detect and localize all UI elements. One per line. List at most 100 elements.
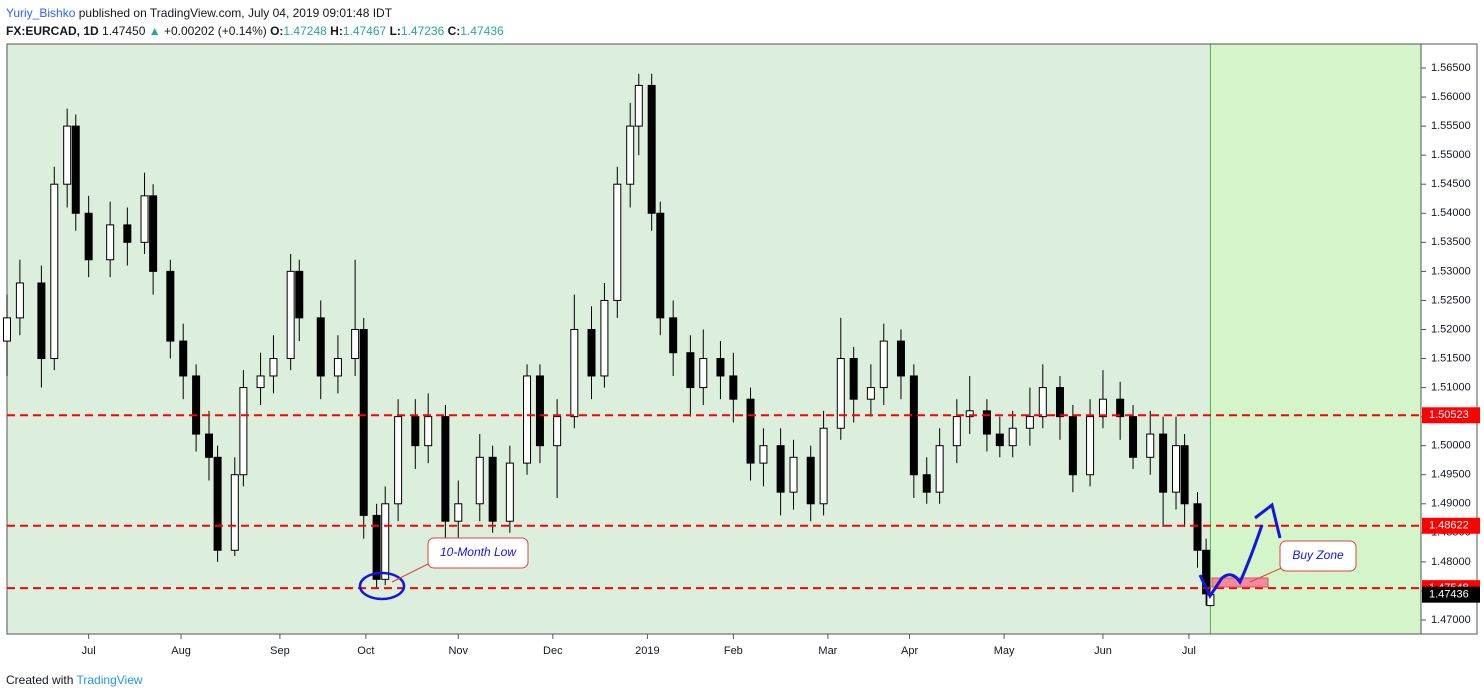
ohlc-label: L: [389, 24, 401, 38]
candle-body [1116, 398, 1125, 418]
candle-body [106, 224, 115, 261]
level-label: 1.50523 [1429, 409, 1469, 421]
candle-body [613, 183, 622, 301]
candle-body [1180, 445, 1189, 505]
annotation: 10-Month Low [440, 545, 517, 559]
y-tick-label: 1.53500 [1431, 236, 1471, 248]
x-tick-label: 2019 [635, 645, 659, 657]
y-tick-label: 1.56500 [1431, 62, 1471, 74]
candle-body [475, 456, 484, 505]
x-tick-label: Nov [448, 645, 468, 657]
y-tick-label: 1.55000 [1431, 149, 1471, 161]
y-tick-label: 1.49000 [1431, 498, 1471, 510]
header: Yuriy_Bishko published on TradingView.co… [6, 4, 504, 40]
callout-box [427, 537, 529, 569]
candle-body [71, 125, 80, 214]
candle-body [553, 416, 562, 447]
candle-body [488, 456, 497, 522]
candle-body [1159, 433, 1168, 493]
candle-body [647, 84, 656, 214]
x-tick-label: Dec [543, 645, 563, 657]
candle-body [952, 416, 961, 447]
candle-body [1025, 416, 1034, 429]
plot-background [7, 44, 1211, 634]
candle-body [634, 84, 643, 127]
candle-body [776, 445, 785, 493]
candle-body [1038, 387, 1047, 418]
candle-body [84, 212, 93, 261]
candle-body [381, 503, 390, 580]
candle-body [179, 340, 188, 377]
candle-body [15, 282, 24, 319]
y-tick-label: 1.50000 [1431, 440, 1471, 452]
candle-body [359, 328, 368, 516]
candle-body [570, 328, 579, 418]
candle-body [123, 224, 132, 243]
header-line: FX:EURCAD, 1D 1.47450 ▲ +0.00202 (+0.14%… [6, 22, 504, 40]
low-circle [358, 571, 406, 601]
x-tick-label: Apr [901, 645, 918, 657]
ohlc-value: 1.47436 [460, 24, 504, 38]
footer: Created with TradingView [6, 673, 143, 687]
candle-body [600, 299, 609, 377]
change: +0.00202 (+0.14%) [163, 24, 267, 38]
author[interactable]: Yuriy_Bishko [6, 6, 76, 20]
callout-pointer [391, 561, 433, 583]
y-tick-label: 1.54000 [1431, 207, 1471, 219]
candle-body [626, 125, 635, 185]
candle-body [295, 270, 304, 319]
ohlc-label: C: [447, 24, 461, 38]
candle-body [140, 195, 149, 243]
overlay-layer: 10-Month Low Buy Zone [358, 502, 1357, 601]
candle-body [333, 358, 342, 377]
callout-box [1279, 540, 1357, 572]
candle-body [909, 375, 918, 476]
candle-body [372, 514, 381, 580]
candle-body [746, 398, 755, 464]
candle-body [394, 416, 403, 505]
last: 1.47450 [102, 24, 146, 38]
arrow-head [1254, 502, 1282, 539]
candle-layer [3, 73, 1421, 607]
candle-body [729, 375, 738, 400]
ohlc-label: O: [270, 24, 284, 38]
candle-body [587, 328, 596, 377]
x-tick-label: Aug [171, 645, 191, 657]
candle-body [759, 445, 768, 464]
x-tick-label: Jun [1094, 645, 1112, 657]
y-tick-label: 1.51500 [1431, 352, 1471, 364]
candle-body [441, 416, 450, 522]
candle-body [699, 358, 708, 389]
brand[interactable]: TradingView [76, 673, 143, 687]
header-line: Yuriy_Bishko published on TradingView.co… [6, 4, 504, 22]
chart: 1.470001.475001.480001.485001.490001.495… [3, 43, 1480, 657]
candle-body [879, 340, 888, 389]
x-tick-label: Mar [818, 645, 837, 657]
level-label: 1.48622 [1429, 520, 1469, 532]
x-tick-label: Jul [1182, 645, 1196, 657]
candle-body [1202, 549, 1211, 595]
candle-body [716, 358, 725, 377]
candle-body [1055, 387, 1064, 418]
candle-body [505, 462, 514, 522]
candle-body [1146, 433, 1155, 458]
candle-body [1098, 398, 1107, 418]
candle-body [995, 433, 1004, 447]
y-tick-label: 1.56000 [1431, 91, 1471, 103]
y-tick-label: 1.53000 [1431, 265, 1471, 277]
candle-body [149, 195, 158, 272]
candle-body [411, 416, 420, 447]
candle-body [1068, 416, 1077, 476]
y-tick-label: 1.48000 [1431, 556, 1471, 568]
candle-body [454, 503, 463, 522]
candle-body [965, 410, 974, 418]
y-tick-label: 1.54500 [1431, 178, 1471, 190]
background-layer [6, 43, 1478, 635]
candle-body [37, 282, 46, 360]
candle-body [239, 387, 248, 476]
symbol: FX:EURCAD, 1D [6, 24, 99, 38]
candle-body [1172, 445, 1181, 493]
candle-body [269, 358, 278, 377]
x-tick-label: Oct [357, 645, 374, 657]
candle-body [1129, 416, 1138, 458]
